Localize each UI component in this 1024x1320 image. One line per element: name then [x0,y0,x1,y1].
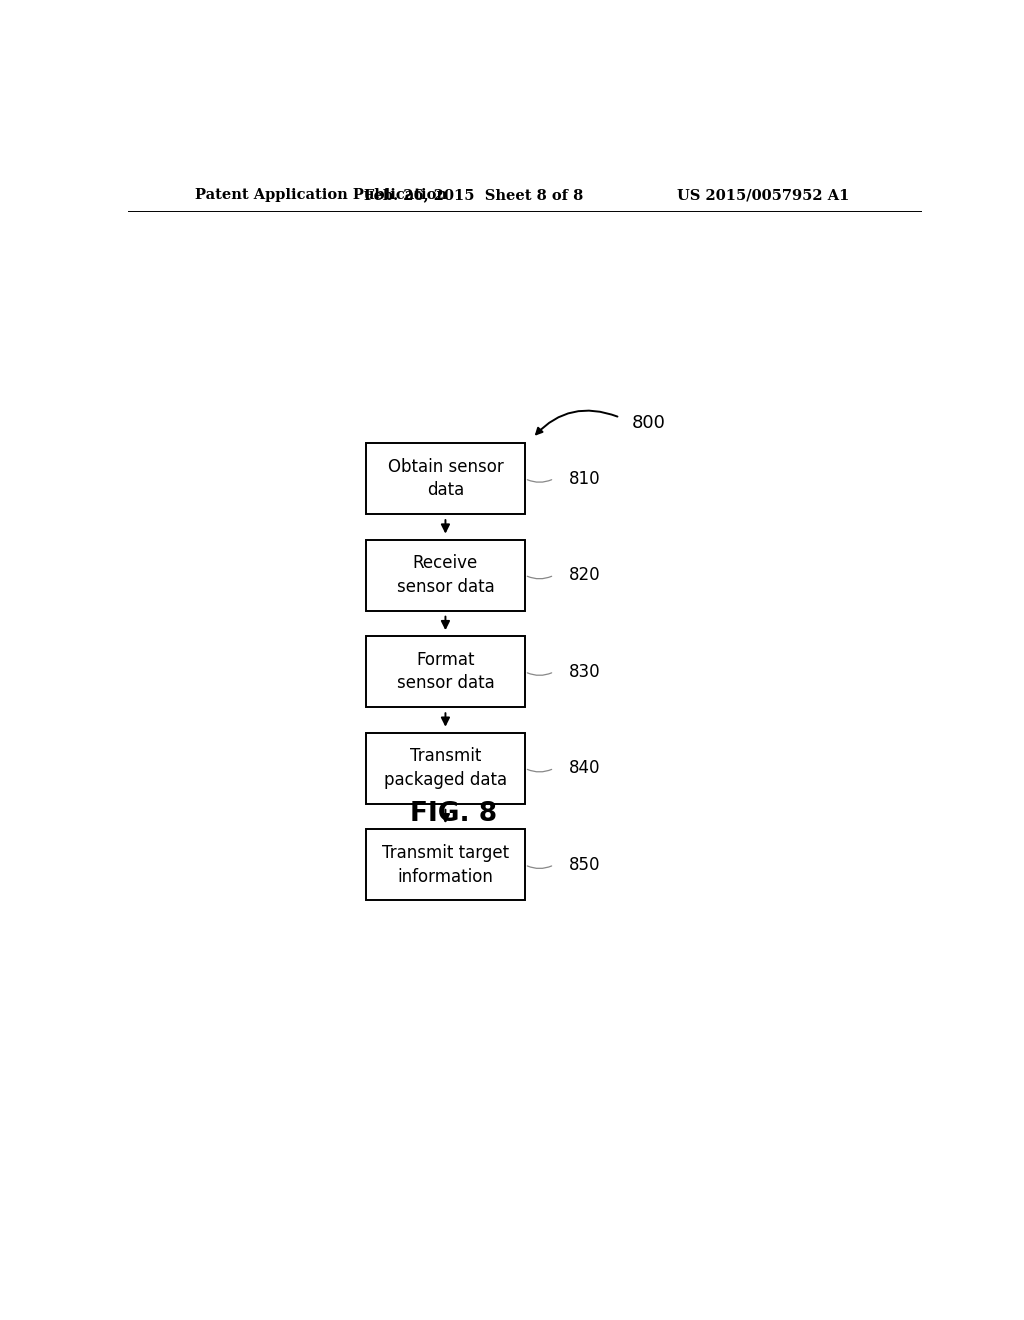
Text: US 2015/0057952 A1: US 2015/0057952 A1 [677,189,849,202]
Bar [367,829,524,900]
Text: Feb. 26, 2015  Sheet 8 of 8: Feb. 26, 2015 Sheet 8 of 8 [364,189,583,202]
Text: Receive
sensor data: Receive sensor data [396,554,495,595]
Text: Patent Application Publication: Patent Application Publication [196,189,447,202]
Bar [367,636,524,708]
Bar [367,733,524,804]
Text: 810: 810 [568,470,600,487]
Bar [367,444,524,515]
Text: FIG. 8: FIG. 8 [410,801,497,826]
Text: Obtain sensor
data: Obtain sensor data [387,458,504,499]
Text: 800: 800 [632,413,666,432]
Text: Transmit target
information: Transmit target information [382,843,509,886]
Text: 840: 840 [568,759,600,777]
Bar [367,540,524,611]
Text: 850: 850 [568,855,600,874]
Text: Transmit
packaged data: Transmit packaged data [384,747,507,789]
Text: 830: 830 [568,663,600,681]
Text: 820: 820 [568,566,600,585]
Text: Format
sensor data: Format sensor data [396,651,495,693]
